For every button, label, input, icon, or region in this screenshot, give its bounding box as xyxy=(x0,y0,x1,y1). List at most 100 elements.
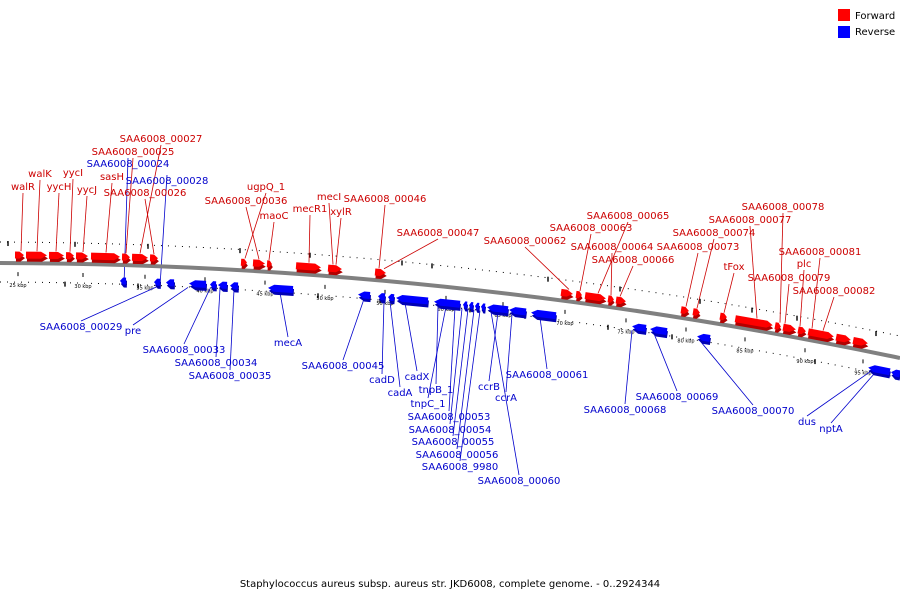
gene-label-SAA6008_00066[interactable]: SAA6008_00066 xyxy=(592,255,675,266)
gene-label-SAA6008_00060[interactable]: SAA6008_00060 xyxy=(478,476,561,487)
gene-label-SAA6008_00035[interactable]: SAA6008_00035 xyxy=(189,371,272,382)
gene-label-SAA6008_00029[interactable]: SAA6008_00029 xyxy=(40,322,123,333)
gene-label-yycJ[interactable]: yycJ xyxy=(77,185,97,196)
reverse-gene xyxy=(396,294,429,308)
label-connector xyxy=(36,179,41,252)
gene-body xyxy=(463,301,468,309)
gene-body xyxy=(90,252,120,261)
gene-body xyxy=(434,298,461,308)
gene-body xyxy=(166,279,175,287)
gene-label-SAA6008_00034[interactable]: SAA6008_00034 xyxy=(175,358,258,369)
label-connector xyxy=(132,287,189,326)
gene-body xyxy=(560,288,573,297)
gene-label-mecI[interactable]: mecI xyxy=(317,192,341,203)
gene-label-SAA6008_00064[interactable]: SAA6008_00064 xyxy=(571,242,654,253)
label-connector xyxy=(459,310,481,462)
gene-label-yycI[interactable]: yycI xyxy=(63,168,83,179)
gene-label-cadX[interactable]: cadX xyxy=(405,372,430,383)
gene-label-tnpB_1[interactable]: tnpB_1 xyxy=(419,385,454,396)
gene-body xyxy=(475,302,480,310)
gene-label-ccrA[interactable]: ccrA xyxy=(495,393,517,404)
gene-body xyxy=(396,294,429,305)
gene-label-ugpQ_1[interactable]: ugpQ_1 xyxy=(247,182,285,193)
gene-label-sasH[interactable]: sasH xyxy=(100,172,124,183)
gene-label-SAA6008_00062[interactable]: SAA6008_00062 xyxy=(484,236,567,247)
tick-label: 90 kbp xyxy=(796,359,813,365)
gene-label-walR[interactable]: walR xyxy=(11,182,35,193)
gene-label-nptA[interactable]: nptA xyxy=(819,424,843,435)
label-connector xyxy=(822,296,835,331)
label-connector xyxy=(335,217,342,265)
gene-label-xylR[interactable]: xylR xyxy=(330,207,352,218)
gene-label-SAA6008_00065[interactable]: SAA6008_00065 xyxy=(587,211,670,222)
gene-label-SAA6008_00082[interactable]: SAA6008_00082 xyxy=(793,286,876,297)
gene-label-SAA6008_00055[interactable]: SAA6008_00055 xyxy=(412,437,495,448)
gene-label-dus[interactable]: dus xyxy=(798,417,816,428)
label-connector xyxy=(383,238,439,270)
gene-label-SAA6008_00054[interactable]: SAA6008_00054 xyxy=(409,425,492,436)
gene-label-SAA6008_00079[interactable]: SAA6008_00079 xyxy=(748,273,831,284)
gene-label-SAA6008_00026[interactable]: SAA6008_00026 xyxy=(104,188,187,199)
gene-body xyxy=(680,306,689,314)
label-connector xyxy=(328,202,334,265)
forward-gene xyxy=(14,251,25,262)
label-connector xyxy=(539,317,548,370)
gene-body xyxy=(469,302,474,310)
reverse-gene xyxy=(469,302,475,313)
label-connector xyxy=(449,308,463,425)
gene-body xyxy=(266,260,272,268)
gene-label-SAA6008_00077[interactable]: SAA6008_00077 xyxy=(709,215,792,226)
gene-label-SAA6008_00025[interactable]: SAA6008_00025 xyxy=(92,147,175,158)
gene-label-tnpC_1[interactable]: tnpC_1 xyxy=(411,399,446,410)
reverse-gene xyxy=(378,293,387,304)
gene-label-SAA6008_00028[interactable]: SAA6008_00028 xyxy=(126,176,209,187)
legend: Forward Reverse xyxy=(838,9,895,38)
gene-label-SAA6008_00027[interactable]: SAA6008_00027 xyxy=(120,134,203,145)
reverse-gene xyxy=(463,301,469,312)
gene-label-mecR1[interactable]: mecR1 xyxy=(293,204,328,215)
gene-label-SAA6008_00045[interactable]: SAA6008_00045 xyxy=(302,361,385,372)
forward-gene xyxy=(131,253,149,265)
gene-label-SAA6008_00063[interactable]: SAA6008_00063 xyxy=(550,223,633,234)
gene-label-SAA6008_00073[interactable]: SAA6008_00073 xyxy=(657,242,740,253)
label-connector xyxy=(830,372,876,424)
gene-label-SAA6008_00081[interactable]: SAA6008_00081 xyxy=(779,247,862,258)
gene-label-SAA6008_00078[interactable]: SAA6008_00078 xyxy=(742,202,825,213)
gene-label-ccrB[interactable]: ccrB xyxy=(478,382,500,393)
forward-gene xyxy=(852,337,869,349)
gene-label-SAA6008_00061[interactable]: SAA6008_00061 xyxy=(506,370,589,381)
gene-label-maoC[interactable]: maoC xyxy=(260,211,289,222)
gene-label-SAA6008_00070[interactable]: SAA6008_00070 xyxy=(712,406,795,417)
forward-gene xyxy=(835,333,852,346)
gene-label-SAA6008_9980[interactable]: SAA6008_9980 xyxy=(422,462,498,473)
gene-label-cadD[interactable]: cadD xyxy=(369,375,395,386)
gene-label-tFox[interactable]: tFox xyxy=(723,262,744,273)
reverse-gene xyxy=(481,303,487,314)
gene-label-SAA6008_00046[interactable]: SAA6008_00046 xyxy=(344,194,427,205)
gene-label-mecA[interactable]: mecA xyxy=(274,338,302,349)
gene-label-walK[interactable]: walK xyxy=(28,169,52,180)
label-connector xyxy=(105,182,113,253)
gene-label-SAA6008_00053[interactable]: SAA6008_00053 xyxy=(408,412,491,423)
label-connector xyxy=(427,306,447,399)
gene-label-SAA6008_00068[interactable]: SAA6008_00068 xyxy=(584,405,667,416)
gene-label-SAA6008_00033[interactable]: SAA6008_00033 xyxy=(143,345,226,356)
gene-label-plc[interactable]: plc xyxy=(797,259,812,270)
gene-label-SAA6008_00069[interactable]: SAA6008_00069 xyxy=(636,392,719,403)
gene-label-SAA6008_00074[interactable]: SAA6008_00074 xyxy=(673,228,756,239)
gene-label-SAA6008_00024[interactable]: SAA6008_00024 xyxy=(87,159,170,170)
gene-body xyxy=(120,277,127,285)
gene-body xyxy=(121,253,130,261)
gene-label-SAA6008_00056[interactable]: SAA6008_00056 xyxy=(416,450,499,461)
genome-backbone xyxy=(0,261,900,360)
forward-gene xyxy=(149,254,159,265)
label-connector xyxy=(308,214,311,263)
gene-label-pre[interactable]: pre xyxy=(125,326,141,337)
label-connector xyxy=(699,340,754,406)
tick-label: 65 kbp xyxy=(494,313,511,319)
gene-body xyxy=(481,303,486,311)
gene-label-yycH[interactable]: yycH xyxy=(47,182,72,193)
gene-label-SAA6008_00047[interactable]: SAA6008_00047 xyxy=(397,228,480,239)
gene-label-cadA[interactable]: cadA xyxy=(388,388,413,399)
gene-label-SAA6008_00036[interactable]: SAA6008_00036 xyxy=(205,196,288,207)
